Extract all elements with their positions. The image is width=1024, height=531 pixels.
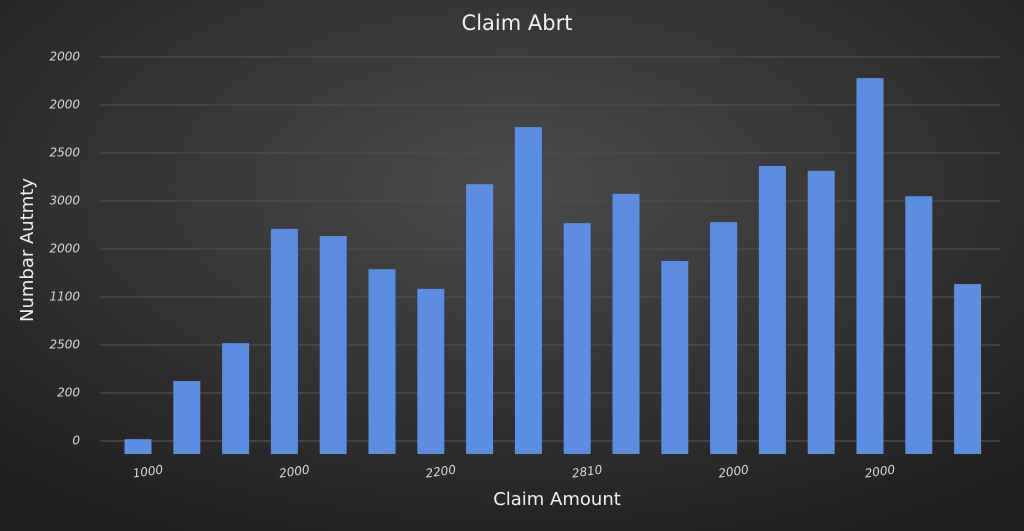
bar bbox=[758, 165, 786, 454]
x-tick-label: 2000 bbox=[717, 462, 750, 480]
bar bbox=[807, 170, 835, 454]
y-tick-label: 2000 bbox=[49, 242, 80, 256]
y-tick-label: 0 bbox=[72, 434, 80, 448]
x-tick-label: 1000 bbox=[132, 462, 165, 480]
bar bbox=[710, 222, 738, 454]
chart-title: Claim Abrt bbox=[462, 11, 573, 35]
bar bbox=[319, 236, 347, 454]
y-tick-label: 3000 bbox=[49, 194, 80, 208]
bar bbox=[124, 439, 152, 454]
bar bbox=[270, 228, 298, 454]
bar bbox=[661, 261, 689, 454]
bar bbox=[466, 184, 494, 454]
x-axis-label: Claim Amount bbox=[493, 489, 621, 510]
x-tick-label: 2200 bbox=[425, 462, 458, 480]
y-tick-label: 2500 bbox=[49, 338, 80, 352]
bar bbox=[612, 193, 640, 454]
x-tick-label: 2000 bbox=[864, 462, 897, 480]
bar bbox=[514, 127, 542, 454]
y-tick-label: 2500 bbox=[49, 146, 80, 160]
bar bbox=[856, 78, 884, 454]
bar bbox=[417, 288, 445, 454]
x-tick-label: 2000 bbox=[278, 462, 311, 480]
y-tick-label: 2000 bbox=[49, 50, 80, 64]
y-tick-label: 2000 bbox=[49, 98, 80, 112]
bar bbox=[222, 343, 250, 454]
x-tick-label: 2810 bbox=[571, 462, 604, 480]
bar bbox=[954, 284, 982, 454]
bar bbox=[368, 269, 396, 454]
y-axis-label: Numbar Autmty bbox=[17, 178, 38, 322]
bar bbox=[563, 223, 591, 454]
y-tick-label: 1100 bbox=[49, 290, 80, 304]
y-tick-label: 200 bbox=[57, 386, 80, 400]
bar bbox=[173, 381, 201, 454]
bar bbox=[905, 196, 933, 454]
